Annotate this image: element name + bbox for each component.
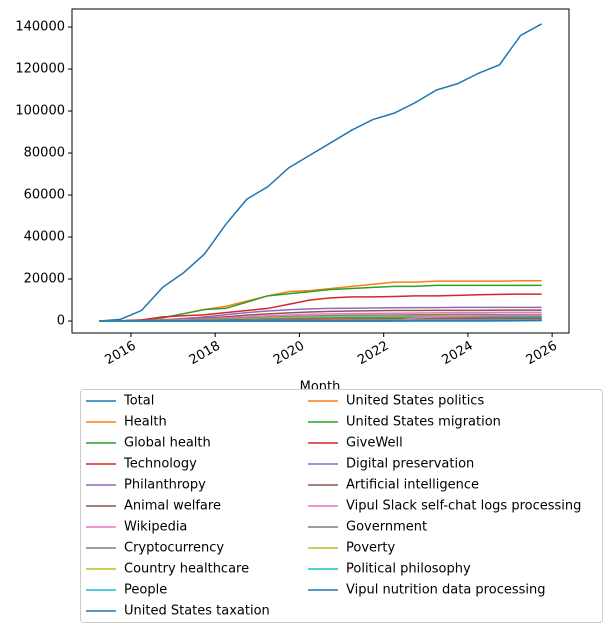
legend-label: Poverty xyxy=(346,541,395,556)
legend xyxy=(80,389,603,623)
legend-label: Digital preservation xyxy=(346,457,474,472)
y-tick-label: 60000 xyxy=(24,188,65,203)
legend-label: Health xyxy=(124,415,167,430)
x-tick-label: 2020 xyxy=(271,339,307,369)
y-tick-label: 100000 xyxy=(15,104,65,119)
legend-label: Political philosophy xyxy=(346,562,471,577)
legend-label: People xyxy=(124,583,167,598)
legend-label: Government xyxy=(346,520,427,535)
series-line xyxy=(99,293,542,322)
y-tick-label: 120000 xyxy=(15,62,65,77)
legend-label: Wikipedia xyxy=(124,520,187,535)
legend-label: United States taxation xyxy=(124,604,270,619)
legend-label: Cryptocurrency xyxy=(124,541,224,556)
y-tick-label: 140000 xyxy=(15,20,65,35)
legend-label: Country healthcare xyxy=(124,562,249,577)
y-tick-label: 20000 xyxy=(24,272,65,287)
legend-label: Animal welfare xyxy=(124,499,221,514)
x-tick-label: 2022 xyxy=(355,339,391,369)
legend-label: GiveWell xyxy=(346,436,403,451)
legend-label: United States migration xyxy=(346,415,501,430)
series-line xyxy=(99,23,542,322)
legend-label: Vipul Slack self-chat logs processing xyxy=(346,499,581,514)
legend-label: Artificial intelligence xyxy=(346,478,479,493)
x-tick-label: 2024 xyxy=(440,339,476,369)
y-tick-label: 80000 xyxy=(24,146,65,161)
y-tick-label: 0 xyxy=(57,314,65,329)
plot-frame xyxy=(71,8,570,334)
legend-label: United States politics xyxy=(346,394,484,409)
x-tick-label: 2018 xyxy=(187,339,223,369)
legend-label: Philanthropy xyxy=(124,478,206,493)
legend-label: Total xyxy=(123,394,154,409)
x-tick-label: 2016 xyxy=(103,339,139,369)
y-tick-label: 40000 xyxy=(24,230,65,245)
x-tick-label: 2026 xyxy=(524,339,560,369)
legend-label: Global health xyxy=(124,436,211,451)
series-line xyxy=(99,319,542,322)
legend-label: Vipul nutrition data processing xyxy=(346,583,546,598)
legend-label: Technology xyxy=(123,457,197,472)
